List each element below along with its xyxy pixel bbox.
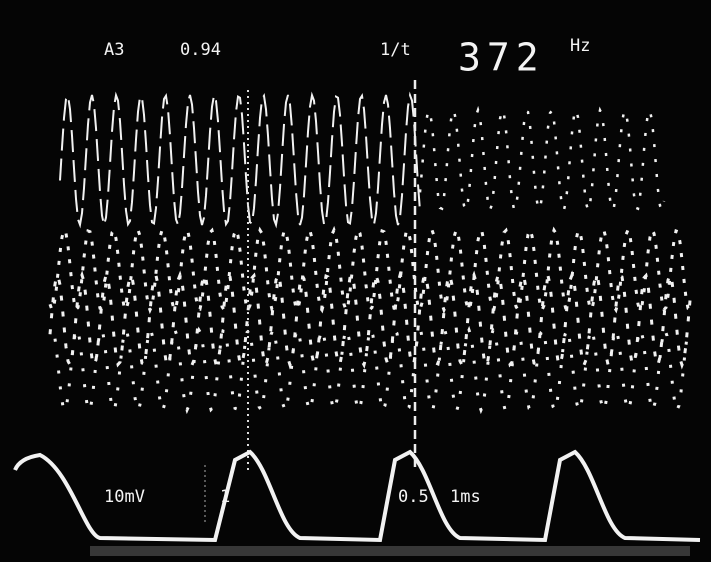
screen-edge — [90, 546, 690, 556]
cursor-mode: 1/t — [380, 40, 411, 60]
volts-per-div: 10mV — [104, 487, 145, 507]
oscilloscope-screen: A3 0.94 1/t 372 Hz 10mV 1 0.5 1ms — [0, 0, 711, 562]
ratio-readout: 0.94 — [180, 40, 221, 60]
cursor-value: 0.5 — [398, 487, 429, 507]
background — [0, 0, 711, 562]
channel-label: A3 — [104, 40, 124, 60]
channel-number: 1 — [220, 487, 230, 507]
time-per-div: 1ms — [450, 487, 481, 507]
frequency-unit: Hz — [570, 36, 590, 56]
frequency-readout: 372 — [458, 36, 545, 80]
